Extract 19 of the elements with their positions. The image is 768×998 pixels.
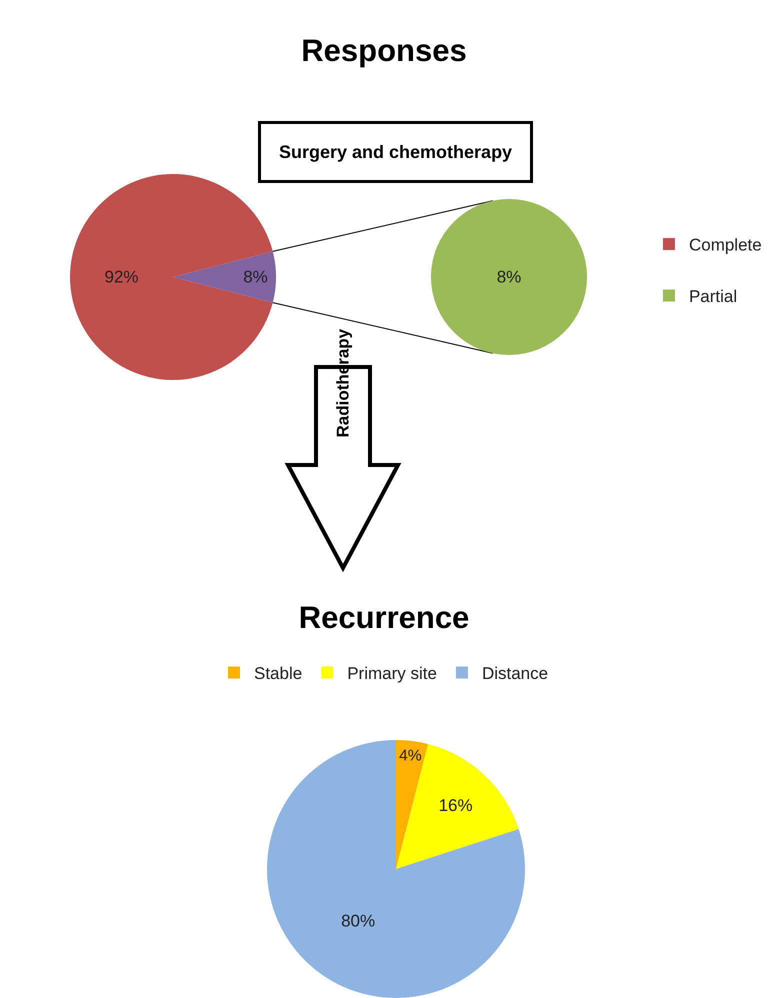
chart-subtitle: Surgery and chemotherapy xyxy=(279,142,512,162)
pie-slice xyxy=(267,740,525,998)
legend-label: Distance xyxy=(482,664,548,684)
data-label: 92% xyxy=(104,268,139,286)
data-label: 8% xyxy=(243,268,268,286)
chart-title: Responses xyxy=(301,32,467,68)
pie-slice xyxy=(70,174,273,380)
chart-title: Recurrence xyxy=(298,600,470,635)
data-label: 16% xyxy=(438,796,473,816)
legend-label: Stable xyxy=(254,664,302,684)
legend-label: Primary site xyxy=(347,664,437,684)
pie-slice xyxy=(396,744,519,869)
pie-slice xyxy=(396,740,428,869)
legend-label: Partial xyxy=(688,287,738,306)
legend-label: Complete xyxy=(688,236,762,255)
data-label: 8% xyxy=(496,268,522,286)
data-label: 80% xyxy=(341,912,376,931)
pie-slice xyxy=(173,251,276,303)
data-label: 4% xyxy=(399,747,422,764)
